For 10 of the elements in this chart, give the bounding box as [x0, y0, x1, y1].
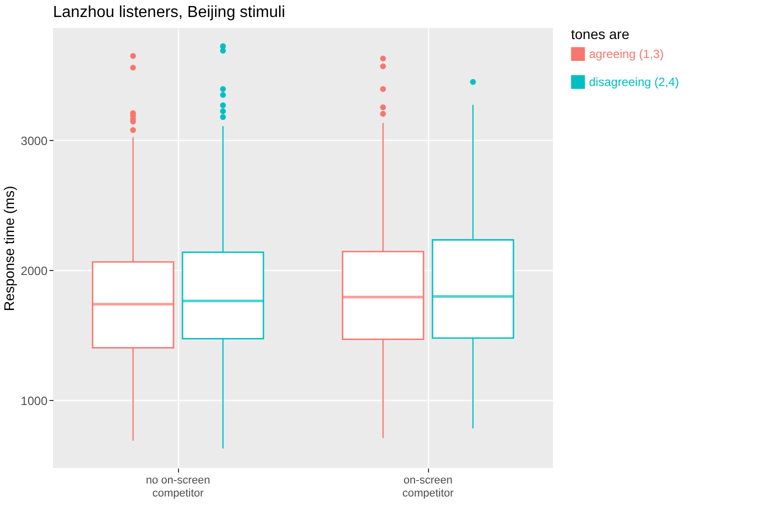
y-tick-label: 2000 — [20, 264, 48, 278]
text: disagreeing (2,4) — [589, 75, 680, 89]
x-tick-label: no on-screen competitor — [146, 474, 210, 500]
y-axis-title: Response time (ms) — [0, 186, 17, 312]
y-tick-label: 1000 — [20, 394, 48, 408]
chart-title: Lanzhou listeners, Beijing stimuli — [53, 4, 286, 21]
x-tick-label: on-screen competitor — [402, 474, 454, 500]
text: agreeing (1,3) — [589, 47, 664, 61]
y-tick-label: 3000 — [20, 134, 48, 148]
legend-title: tones are — [571, 26, 630, 42]
